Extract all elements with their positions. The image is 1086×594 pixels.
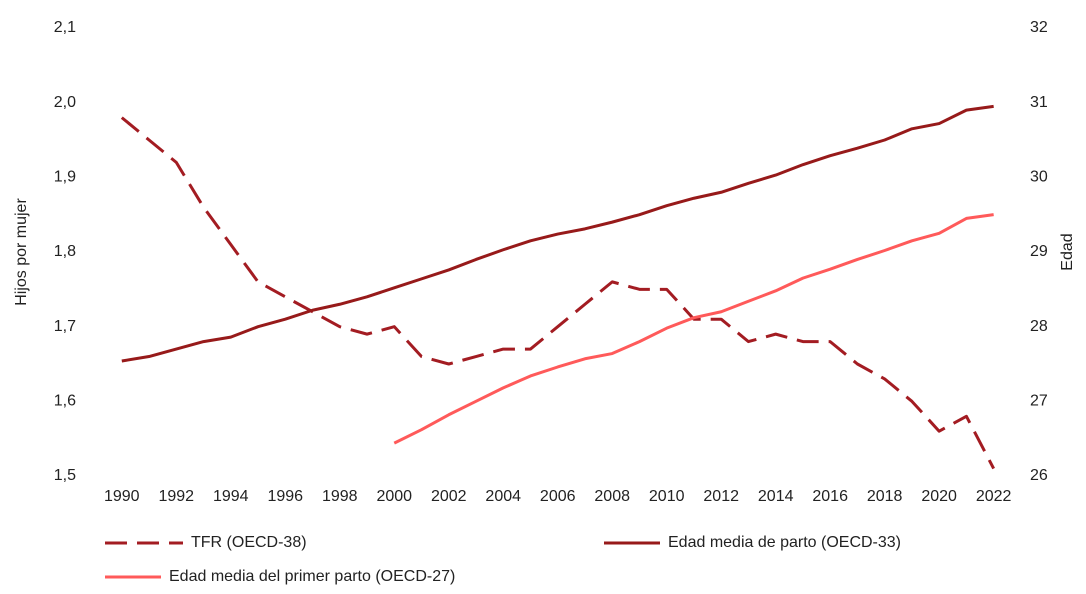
y-tick-label: 1,5: [54, 467, 76, 484]
x-tick-label: 2004: [485, 488, 521, 505]
x-tick-label: 2000: [376, 488, 412, 505]
x-tick-label: 2016: [812, 488, 848, 505]
x-tick-label: 1996: [267, 488, 303, 505]
x-tick-label: 2020: [921, 488, 957, 505]
x-tick-label: 2006: [540, 488, 576, 505]
legend-label: Edad media del primer parto (OECD-27): [169, 568, 455, 585]
x-tick-label: 1998: [322, 488, 358, 505]
series-line: [120, 116, 995, 470]
legend-label: TFR (OECD-38): [191, 534, 307, 551]
y2-tick-label: 28: [1030, 318, 1048, 335]
y-tick-label: 1,7: [54, 318, 76, 335]
y2-tick-label: 29: [1030, 243, 1048, 260]
y2-tick-label: 31: [1030, 94, 1048, 111]
y2-tick-label: 32: [1030, 19, 1048, 36]
legend-label: Edad media de parto (OECD-33): [668, 534, 901, 551]
y-tick-label: 1,9: [54, 169, 76, 186]
y2-axis-label: Edad: [1059, 233, 1076, 270]
x-tick-label: 2018: [867, 488, 903, 505]
y-axis-label: Hijos por mujer: [13, 198, 30, 306]
series-line: [393, 213, 994, 445]
x-tick-label: 2022: [976, 488, 1012, 505]
x-tick-label: 2002: [431, 488, 467, 505]
x-tick-label: 2008: [594, 488, 630, 505]
x-tick-label: 1994: [213, 488, 249, 505]
y-tick-label: 2,0: [54, 94, 76, 111]
x-tick-label: 1992: [158, 488, 194, 505]
x-tick-label: 2014: [758, 488, 794, 505]
y-tick-label: 1,8: [54, 243, 76, 260]
y-tick-label: 1,6: [54, 393, 76, 410]
y2-tick-label: 27: [1030, 393, 1048, 410]
x-tick-label: 2010: [649, 488, 685, 505]
y-tick-label: 2,1: [54, 19, 76, 36]
x-tick-label: 1990: [104, 488, 140, 505]
series-line: [121, 104, 994, 363]
y2-tick-label: 30: [1030, 169, 1048, 186]
x-tick-label: 2012: [703, 488, 739, 505]
y2-tick-label: 26: [1030, 467, 1048, 484]
